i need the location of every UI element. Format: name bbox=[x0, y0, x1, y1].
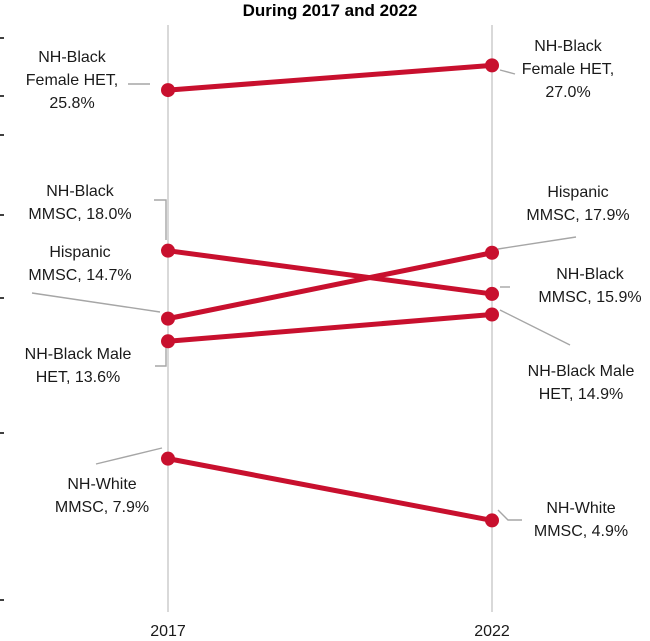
label-leader-lines bbox=[31, 69, 577, 521]
data-labels: NH-Black Female HET, 25.8% NH-Black Female H… bbox=[25, 38, 642, 540]
data-label-nhbf-2022: NH-Black Female HET, 27.0% bbox=[522, 38, 614, 101]
point-nhbf-2022 bbox=[485, 58, 499, 73]
leader-nhbmh-R bbox=[499, 309, 571, 346]
data-label-line: Female HET, bbox=[26, 72, 118, 89]
data-label-line: MMSC, 17.9% bbox=[526, 207, 629, 224]
data-label-nhbf-2017: NH-Black Female HET, 25.8% bbox=[26, 49, 118, 112]
series-line-nhbf bbox=[165, 62, 495, 93]
x-axis-ticks: 2017 2022 bbox=[150, 623, 510, 640]
data-label-line: HET, 13.6% bbox=[36, 369, 120, 386]
data-label-line: MMSC, 4.9% bbox=[534, 523, 628, 540]
leader-nhbm-L bbox=[154, 199, 167, 240]
data-label-hisp-2017: Hispanic MMSC, 14.7% bbox=[28, 244, 131, 284]
data-label-line: 25.8% bbox=[49, 95, 94, 112]
data-label-line: MMSC, 15.9% bbox=[538, 289, 641, 306]
point-nhbm-2017 bbox=[161, 243, 175, 258]
leader-hisp-L bbox=[31, 292, 161, 313]
series-line-nhbmh bbox=[165, 312, 495, 344]
x-tick-label: 2022 bbox=[474, 623, 510, 640]
data-label-nhw-2022: NH-White MMSC, 4.9% bbox=[534, 500, 628, 540]
point-hisp-2017 bbox=[161, 311, 175, 326]
data-label-line: NH-Black bbox=[46, 183, 115, 200]
point-nhbmh-2022 bbox=[485, 307, 499, 322]
data-label-line: NH-Black Male bbox=[25, 346, 132, 363]
series-points bbox=[161, 58, 499, 528]
series-line-hisp bbox=[165, 250, 495, 322]
point-nhw-2022 bbox=[485, 513, 499, 528]
data-label-line: MMSC, 14.7% bbox=[28, 267, 131, 284]
series-lines bbox=[165, 62, 495, 523]
point-hisp-2022 bbox=[485, 245, 499, 260]
data-label-line: NH-Black bbox=[534, 38, 603, 55]
data-label-line: Hispanic bbox=[49, 244, 110, 261]
data-label-line: MMSC, 7.9% bbox=[55, 499, 149, 516]
leader-hisp-R bbox=[497, 236, 577, 250]
point-nhw-2017 bbox=[161, 451, 175, 466]
chart-title: During 2017 and 2022 bbox=[243, 1, 418, 20]
data-label-line: NH-Black bbox=[38, 49, 107, 66]
data-label-nhbmh-2022: NH-Black Male HET, 14.9% bbox=[528, 363, 635, 403]
data-label-nhbm-2022: NH-Black MMSC, 15.9% bbox=[538, 266, 641, 306]
series-line-nhbm bbox=[165, 248, 495, 297]
data-label-nhbmh-2017: NH-Black Male HET, 13.6% bbox=[25, 346, 132, 386]
left-edge-ticks bbox=[0, 37, 4, 601]
point-nhbm-2022 bbox=[485, 286, 499, 301]
data-label-line: Female HET, bbox=[522, 61, 614, 78]
data-label-line: NH-White bbox=[546, 500, 615, 517]
data-label-nhbm-2017: NH-Black MMSC, 18.0% bbox=[28, 183, 131, 223]
point-nhbf-2017 bbox=[161, 83, 175, 98]
data-label-line: HET, 14.9% bbox=[539, 386, 623, 403]
data-label-line: NH-White bbox=[67, 476, 136, 493]
data-label-line: Hispanic bbox=[547, 184, 608, 201]
leader-nhw-R bbox=[497, 509, 522, 521]
x-tick-label: 2017 bbox=[150, 623, 186, 640]
point-nhbmh-2017 bbox=[161, 334, 175, 349]
data-label-line: MMSC, 18.0% bbox=[28, 206, 131, 223]
data-label-line: NH-Black bbox=[556, 266, 625, 283]
leader-nhw-L bbox=[95, 447, 163, 465]
leader-nhbf-R bbox=[499, 69, 516, 75]
series-line-nhw bbox=[165, 456, 495, 523]
data-label-hisp-2022: Hispanic MMSC, 17.9% bbox=[526, 184, 629, 224]
data-label-line: NH-Black Male bbox=[528, 363, 635, 380]
data-label-line: 27.0% bbox=[545, 84, 590, 101]
leader-nhbmh-L bbox=[155, 340, 167, 367]
data-label-nhw-2017: NH-White MMSC, 7.9% bbox=[55, 476, 149, 516]
